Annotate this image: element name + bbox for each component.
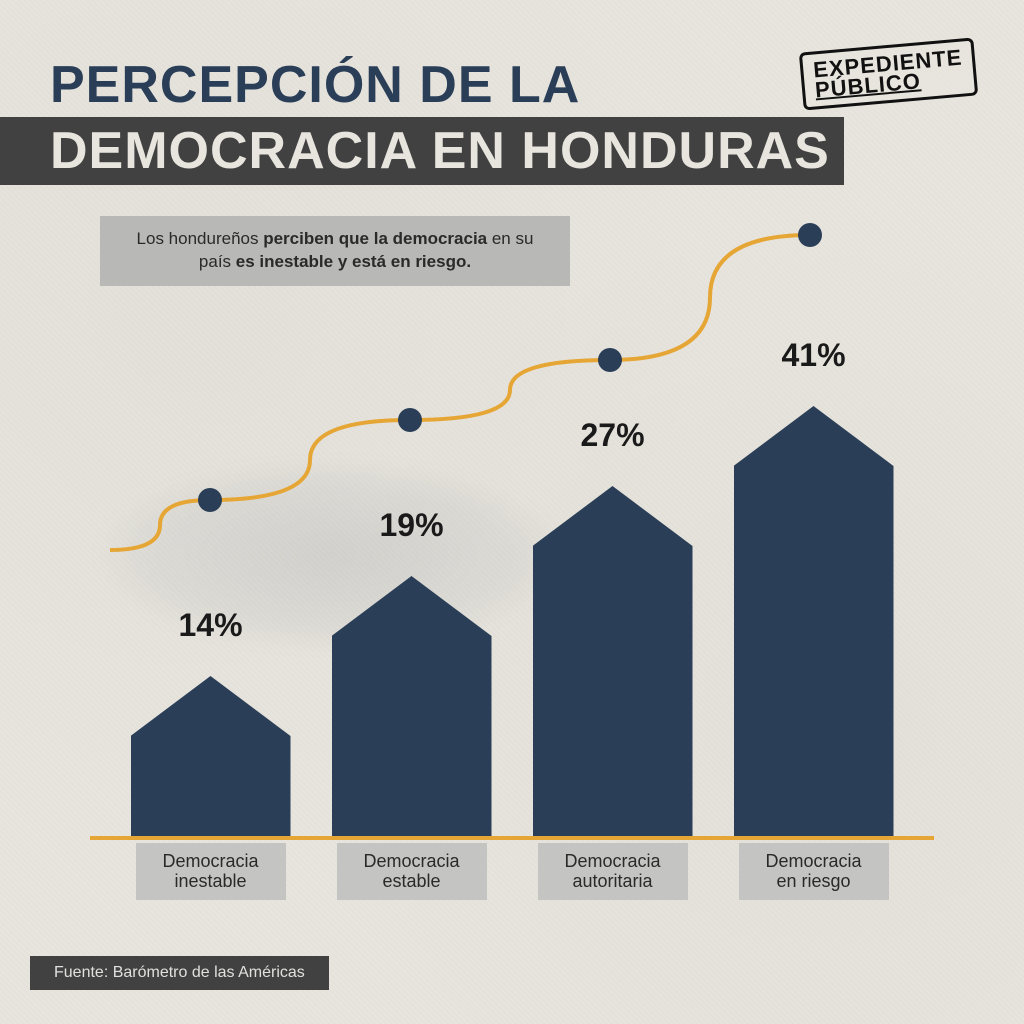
bar-group: 27%: [523, 417, 703, 836]
title-line1: PERCEPCIÓN DE LA: [50, 55, 844, 115]
bar-group: 14%: [121, 607, 301, 836]
bar: [533, 486, 693, 836]
bar-label: Democraciainestable: [136, 843, 286, 900]
bar-label: Democraciaen riesgo: [739, 843, 889, 900]
bar-value: 14%: [178, 607, 242, 644]
source-attribution: Fuente: Barómetro de las Américas: [30, 956, 329, 990]
bar: [131, 676, 291, 836]
bar-value: 27%: [580, 417, 644, 454]
bar-value: 19%: [379, 507, 443, 544]
bar: [734, 406, 894, 836]
labels-container: Democraciainestable Democraciaestable Demo…: [110, 843, 914, 900]
bar-label: Democraciaautoritaria: [538, 843, 688, 900]
title-block: PERCEPCIÓN DE LA DEMOCRACIA EN HONDURAS: [50, 55, 844, 185]
title-line2-bg: DEMOCRACIA EN HONDURAS: [0, 117, 844, 185]
x-axis: [90, 836, 934, 840]
bar-group: 41%: [724, 337, 904, 836]
trend-dot: [798, 223, 822, 247]
title-line2: DEMOCRACIA EN HONDURAS: [50, 122, 830, 180]
brand-logo: EXPEDIENTE PÚBLICO: [798, 37, 978, 110]
bar-value: 41%: [781, 337, 845, 374]
trend-dot: [598, 348, 622, 372]
bar-label: Democraciaestable: [337, 843, 487, 900]
bar-group: 19%: [322, 507, 502, 836]
bar: [332, 576, 492, 836]
bars-container: 14%19%27%41%: [110, 376, 914, 836]
chart-area: 14%19%27%41% DemocraciainestableDemocrac…: [90, 200, 934, 880]
